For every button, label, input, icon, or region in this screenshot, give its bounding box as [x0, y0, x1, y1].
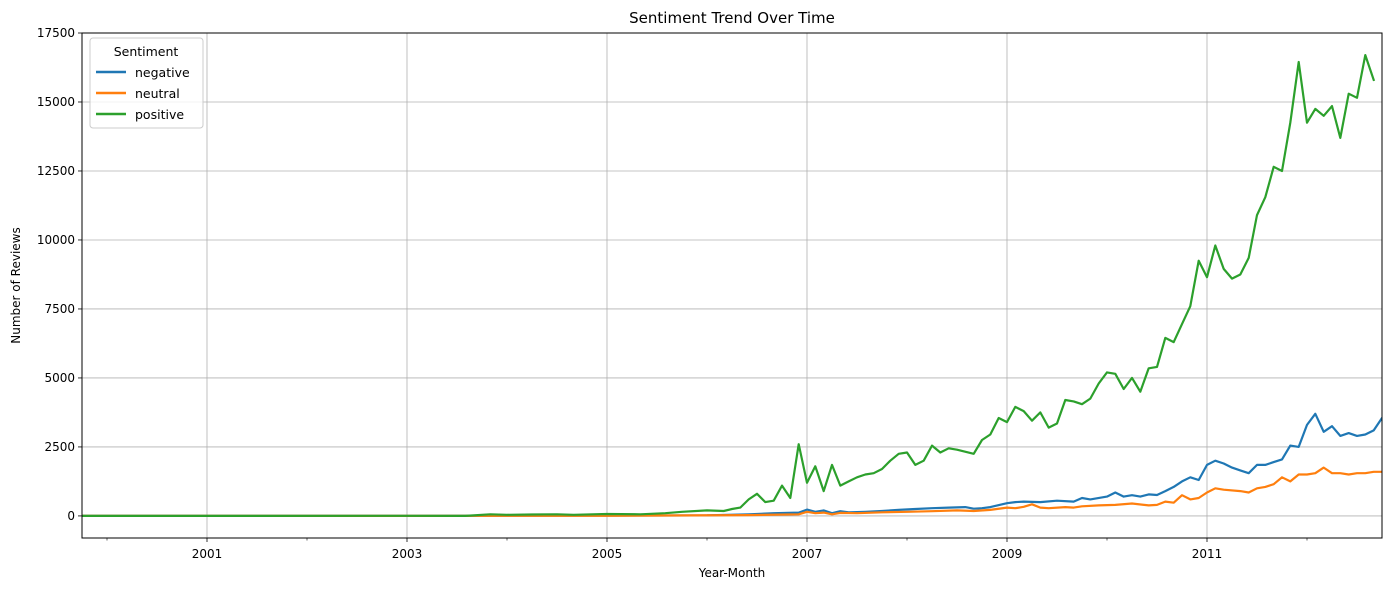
legend-label-neutral: neutral: [135, 86, 180, 101]
y-tick-label: 7500: [44, 302, 75, 316]
x-tick-label: 2009: [992, 547, 1023, 561]
y-tick-label: 2500: [44, 440, 75, 454]
x-tick-label: 2007: [792, 547, 823, 561]
y-tick-label: 12500: [37, 164, 75, 178]
y-axis-title: Number of Reviews: [9, 227, 23, 343]
grid: [82, 32, 1382, 538]
legend-label-negative: negative: [135, 65, 190, 80]
x-axis-title: Year-Month: [698, 566, 766, 580]
y-tick-label: 17500: [37, 26, 75, 40]
legend-title: Sentiment: [114, 44, 179, 59]
x-axis: 2001 2003 2005 2007 2009 2011: [106, 538, 1308, 561]
y-tick-label: 10000: [37, 233, 75, 247]
series-lines: [82, 54, 1382, 518]
x-tick-label: 2003: [392, 547, 423, 561]
y-tick-label: 5000: [44, 371, 75, 385]
legend-label-positive: positive: [135, 107, 184, 122]
y-axis: 0 2500 5000 7500 10000 12500 15000 17500: [37, 26, 82, 523]
legend: Sentiment negative neutral positive: [89, 37, 204, 129]
chart-title: Sentiment Trend Over Time: [629, 9, 835, 27]
series-line-positive: [82, 54, 1376, 517]
series-line-negative: [82, 412, 1382, 517]
x-tick-label: 2011: [1192, 547, 1223, 561]
legend-box: [89, 37, 204, 129]
x-tick-label: 2001: [192, 547, 223, 561]
series-line-neutral: [82, 466, 1382, 518]
y-tick-label: 0: [67, 509, 75, 523]
y-tick-label: 15000: [37, 95, 75, 109]
plot-frame: [81, 32, 1383, 539]
x-tick-label: 2005: [592, 547, 623, 561]
